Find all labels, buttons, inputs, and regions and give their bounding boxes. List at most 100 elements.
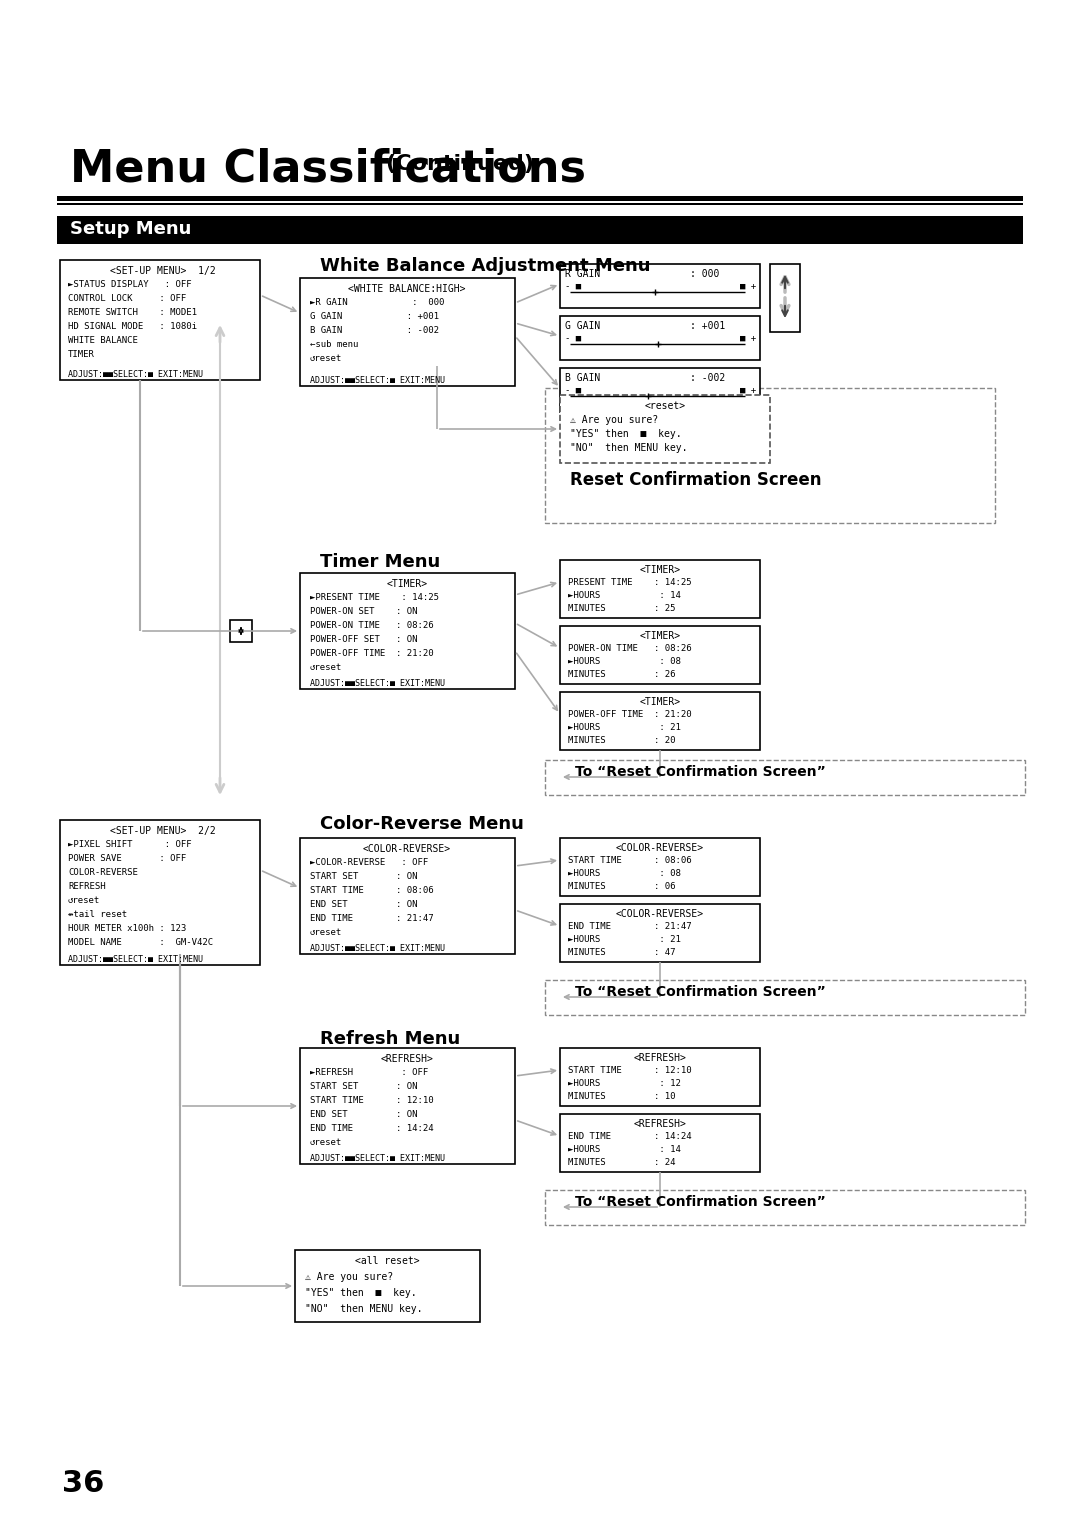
Text: POWER-OFF TIME  : 21:20: POWER-OFF TIME : 21:20 — [310, 649, 434, 658]
Text: <COLOR-REVERSE>: <COLOR-REVERSE> — [616, 909, 704, 919]
Text: TIMER: TIMER — [68, 351, 95, 358]
Text: - ■: - ■ — [565, 386, 581, 395]
Text: ADJUST:■■SELECT:■ EXIT:MENU: ADJUST:■■SELECT:■ EXIT:MENU — [68, 371, 203, 380]
Text: POWER-ON TIME   : 08:26: POWER-ON TIME : 08:26 — [568, 645, 691, 654]
Text: : 000: : 000 — [690, 269, 719, 279]
Text: "YES" then  ■  key.: "YES" then ■ key. — [305, 1288, 417, 1298]
Text: POWER-ON SET    : ON: POWER-ON SET : ON — [310, 606, 418, 615]
Bar — [561, 692, 760, 750]
Text: <COLOR-REVERSE>: <COLOR-REVERSE> — [616, 844, 704, 853]
Text: ■ +: ■ + — [740, 386, 756, 395]
Text: ↺reset: ↺reset — [310, 663, 342, 672]
Bar — [561, 626, 760, 684]
Text: REFRESH: REFRESH — [68, 882, 106, 891]
Text: ⚠ Are you sure?: ⚠ Are you sure? — [570, 415, 658, 426]
Bar — [561, 560, 760, 619]
Text: MINUTES         : 10: MINUTES : 10 — [568, 1092, 675, 1101]
Text: ADJUST:■■SELECT:■ EXIT:MENU: ADJUST:■■SELECT:■ EXIT:MENU — [310, 377, 445, 384]
Text: MINUTES         : 26: MINUTES : 26 — [568, 671, 675, 680]
Bar — [60, 260, 260, 380]
Bar — [561, 263, 760, 308]
Text: "YES" then  ■  key.: "YES" then ■ key. — [570, 429, 681, 439]
Text: POWER SAVE       : OFF: POWER SAVE : OFF — [68, 854, 186, 863]
Text: <REFRESH>: <REFRESH> — [634, 1119, 687, 1128]
Bar — [300, 1049, 515, 1164]
Text: : -002: : -002 — [690, 374, 726, 383]
Text: ►COLOR-REVERSE   : OFF: ►COLOR-REVERSE : OFF — [310, 857, 429, 867]
Text: "NO"  then MENU key.: "NO" then MENU key. — [305, 1304, 422, 1314]
Text: HD SIGNAL MODE   : 1080i: HD SIGNAL MODE : 1080i — [68, 322, 197, 331]
Text: ADJUST:■■SELECT:■ EXIT:MENU: ADJUST:■■SELECT:■ EXIT:MENU — [68, 955, 203, 965]
Bar — [561, 1115, 760, 1173]
Text: START TIME      : 12:10: START TIME : 12:10 — [568, 1066, 691, 1075]
Text: <COLOR-REVERSE>: <COLOR-REVERSE> — [363, 844, 451, 854]
Text: : +001: : +001 — [690, 322, 726, 331]
Bar — [300, 573, 515, 689]
Text: - ■: - ■ — [565, 282, 581, 291]
Text: END SET         : ON: END SET : ON — [310, 1110, 418, 1119]
Text: ←sub menu: ←sub menu — [310, 340, 359, 349]
Text: ►REFRESH         : OFF: ►REFRESH : OFF — [310, 1069, 429, 1076]
Text: White Balance Adjustment Menu: White Balance Adjustment Menu — [320, 257, 650, 276]
Text: ►HOURS           : 14: ►HOURS : 14 — [568, 591, 680, 600]
Bar — [545, 1190, 1025, 1225]
Bar — [561, 395, 770, 462]
Text: G GAIN: G GAIN — [565, 322, 600, 331]
Text: <WHITE BALANCE:HIGH>: <WHITE BALANCE:HIGH> — [348, 283, 465, 294]
Bar — [300, 837, 515, 954]
Bar — [230, 620, 252, 641]
Text: MINUTES         : 47: MINUTES : 47 — [568, 948, 675, 957]
Text: HOUR METER x100h : 123: HOUR METER x100h : 123 — [68, 925, 186, 932]
Text: ►HOURS           : 21: ►HOURS : 21 — [568, 935, 680, 945]
Text: ADJUST:■■SELECT:■ EXIT:MENU: ADJUST:■■SELECT:■ EXIT:MENU — [310, 1154, 445, 1164]
Text: <REFRESH>: <REFRESH> — [380, 1053, 433, 1064]
Text: ►R GAIN            :  000: ►R GAIN : 000 — [310, 299, 444, 308]
Text: Setup Menu: Setup Menu — [70, 220, 191, 237]
Text: ↺reset: ↺reset — [68, 896, 100, 905]
Bar — [770, 263, 800, 332]
Text: ↺reset: ↺reset — [310, 1138, 342, 1147]
Bar — [295, 1249, 480, 1321]
Text: COLOR-REVERSE: COLOR-REVERSE — [68, 868, 138, 877]
Text: Menu Classifications: Menu Classifications — [70, 149, 586, 191]
Text: ■ +: ■ + — [740, 282, 756, 291]
Text: ►STATUS DISPLAY   : OFF: ►STATUS DISPLAY : OFF — [68, 280, 191, 289]
Text: END SET         : ON: END SET : ON — [310, 900, 418, 909]
Text: ⚠ Are you sure?: ⚠ Are you sure? — [305, 1272, 393, 1281]
Text: MINUTES         : 24: MINUTES : 24 — [568, 1157, 675, 1167]
Text: G GAIN            : +001: G GAIN : +001 — [310, 312, 438, 322]
Bar — [57, 216, 1023, 243]
Text: ↮tail reset: ↮tail reset — [68, 909, 127, 919]
Text: ►HOURS           : 08: ►HOURS : 08 — [568, 870, 680, 877]
Text: ■ +: ■ + — [740, 334, 756, 343]
Text: Reset Confirmation Screen: Reset Confirmation Screen — [570, 472, 822, 488]
Bar — [57, 196, 1023, 201]
Text: END TIME        : 21:47: END TIME : 21:47 — [310, 914, 434, 923]
Text: WHITE BALANCE: WHITE BALANCE — [68, 335, 138, 344]
Bar — [561, 903, 760, 961]
Text: (Continued): (Continued) — [384, 155, 534, 175]
Bar — [57, 204, 1023, 205]
Text: ►HOURS           : 08: ►HOURS : 08 — [568, 657, 680, 666]
Text: POWER-OFF SET   : ON: POWER-OFF SET : ON — [310, 635, 418, 645]
Text: To “Reset Confirmation Screen”: To “Reset Confirmation Screen” — [575, 766, 826, 779]
Text: B GAIN: B GAIN — [565, 374, 600, 383]
Text: START SET       : ON: START SET : ON — [310, 873, 418, 880]
Text: ↺reset: ↺reset — [310, 354, 342, 363]
Text: B GAIN            : -002: B GAIN : -002 — [310, 326, 438, 335]
Text: END TIME        : 14:24: END TIME : 14:24 — [310, 1124, 434, 1133]
Text: POWER-OFF TIME  : 21:20: POWER-OFF TIME : 21:20 — [568, 710, 691, 720]
Text: ↺reset: ↺reset — [310, 928, 342, 937]
Text: <SET-UP MENU>  2/2: <SET-UP MENU> 2/2 — [110, 827, 216, 836]
Text: 36: 36 — [62, 1470, 105, 1497]
Text: END TIME        : 14:24: END TIME : 14:24 — [568, 1131, 691, 1141]
Text: <TIMER>: <TIMER> — [639, 697, 680, 707]
Text: Color-Reverse Menu: Color-Reverse Menu — [320, 814, 524, 833]
Text: <TIMER>: <TIMER> — [639, 565, 680, 576]
Text: ►PIXEL SHIFT      : OFF: ►PIXEL SHIFT : OFF — [68, 841, 191, 850]
Text: <reset>: <reset> — [645, 401, 686, 410]
Text: ADJUST:■■SELECT:■ EXIT:MENU: ADJUST:■■SELECT:■ EXIT:MENU — [310, 945, 445, 952]
Text: CONTROL LOCK     : OFF: CONTROL LOCK : OFF — [68, 294, 186, 303]
Text: To “Reset Confirmation Screen”: To “Reset Confirmation Screen” — [575, 1196, 826, 1209]
Text: <SET-UP MENU>  1/2: <SET-UP MENU> 1/2 — [110, 266, 216, 276]
